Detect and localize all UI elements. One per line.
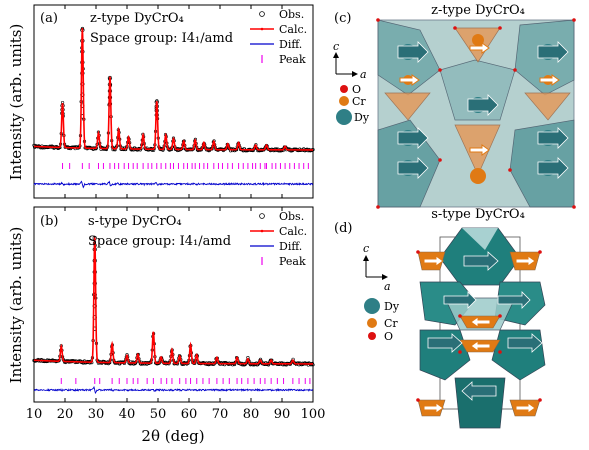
observed-peak-point <box>107 101 113 107</box>
x-tick-label: 40 <box>119 407 136 422</box>
legend-label: Diff. <box>279 38 302 51</box>
legend-b: Obs. Calc. Diff. Peak <box>250 210 307 268</box>
legend-cr-d: Cr <box>384 317 398 330</box>
observed-peak-point <box>80 71 85 76</box>
panel-label-b: (b) <box>40 214 58 229</box>
oxygen-swatch-c <box>340 85 348 93</box>
calculated-profile-line <box>33 236 313 365</box>
x-axis-title: 2θ (deg) <box>141 427 204 445</box>
dysprosium-swatch-d <box>364 298 380 314</box>
panel-a: (a) z-type DyCrO₄ Space group: I4₁/amd O… <box>32 4 315 199</box>
calculated-profile-line <box>33 28 313 151</box>
difference-line <box>33 180 314 189</box>
panel-label-d: (d) <box>334 221 352 236</box>
dysprosium-swatch-c <box>336 109 352 125</box>
legend-o-d: O <box>384 330 393 343</box>
structure-title-c: z-type DyCrO₄ <box>431 3 525 18</box>
crystal-structure-d <box>416 227 546 429</box>
observed-peak-point <box>92 292 97 297</box>
plot-b <box>32 207 315 402</box>
legend-a: Obs. Calc. Diff. Peak <box>250 8 307 66</box>
plot-frame-b <box>33 206 314 403</box>
title-b: s-type DyCrO₄ <box>88 214 182 229</box>
structure-panel-c: (c) z-type DyCrO₄ <box>333 3 576 209</box>
x-tick-label: 50 <box>150 407 167 422</box>
legend-cr-c: Cr <box>352 95 366 108</box>
crystal-structure-c <box>376 18 576 209</box>
legend-label: Peak <box>279 53 306 66</box>
panel-label-a: (a) <box>40 11 58 26</box>
legend-label: Diff. <box>279 240 302 253</box>
observed-points-series <box>32 235 315 367</box>
legend-dy-d: Dy <box>384 300 400 313</box>
legend-obs-marker <box>259 11 265 17</box>
axis-a-label-d: a <box>384 280 391 293</box>
bragg-peak-markers <box>60 378 311 384</box>
legend-label: Obs. <box>279 210 304 223</box>
structure-panel-d: (d) s-type DyCrO₄ <box>334 207 546 429</box>
difference-line <box>33 385 314 395</box>
x-tick-label: 90 <box>274 407 291 422</box>
x-tick-label: 100 <box>301 407 326 422</box>
axes-indicator-c: c a <box>333 40 367 81</box>
legend-label: Obs. <box>279 8 304 21</box>
axis-c-label-d: c <box>363 242 369 255</box>
bragg-peak-markers <box>62 163 309 169</box>
x-tick-label: 20 <box>57 407 74 422</box>
legend-obs-marker <box>259 213 265 219</box>
y-axis-title-b: Intensity (arb. units) <box>7 227 25 384</box>
legend-calc-marker <box>260 27 264 31</box>
title-a: z-type DyCrO₄ <box>90 11 184 26</box>
x-tick-label: 70 <box>212 407 229 422</box>
legend-calc-marker <box>260 229 264 233</box>
subtitle-b: Space group: I4₁/amd <box>88 234 231 249</box>
x-tick-label: 10 <box>26 407 43 422</box>
plot-frame-a <box>33 4 314 199</box>
legend-o-c: O <box>352 83 361 96</box>
axes-indicator-d: c a <box>363 242 391 293</box>
panel-b: (b) s-type DyCrO₄ Space group: I4₁/amd O… <box>26 206 326 422</box>
legend-label: Peak <box>279 255 306 268</box>
structure-legend-c: O Cr Dy <box>336 83 370 125</box>
x-tick-labels: 10 20 30 40 50 60 70 80 90 100 <box>26 407 326 422</box>
x-tick-label: 60 <box>181 407 198 422</box>
oxygen-swatch-d <box>368 332 376 340</box>
chromium-swatch-c <box>339 96 349 106</box>
observed-peak-point <box>92 281 97 286</box>
x-tick-label: 80 <box>243 407 260 422</box>
legend-label: Calc. <box>279 23 307 36</box>
chromium-swatch-d <box>367 318 377 328</box>
legend-dy-c: Dy <box>354 111 370 124</box>
y-axis-title-a: Intensity (arb. units) <box>7 24 25 181</box>
plot-a <box>32 5 315 198</box>
structure-title-d: s-type DyCrO₄ <box>431 207 525 222</box>
axis-c-label-c: c <box>333 40 339 53</box>
axis-a-label-c: a <box>360 68 367 81</box>
subtitle-a: Space group: I4₁/amd <box>90 31 233 46</box>
observed-peak-point <box>80 81 85 87</box>
panel-label-c: (c) <box>334 11 351 26</box>
structure-legend-d: Dy Cr O <box>364 298 400 343</box>
legend-label: Calc. <box>279 225 307 238</box>
x-tick-label: 30 <box>88 407 105 422</box>
